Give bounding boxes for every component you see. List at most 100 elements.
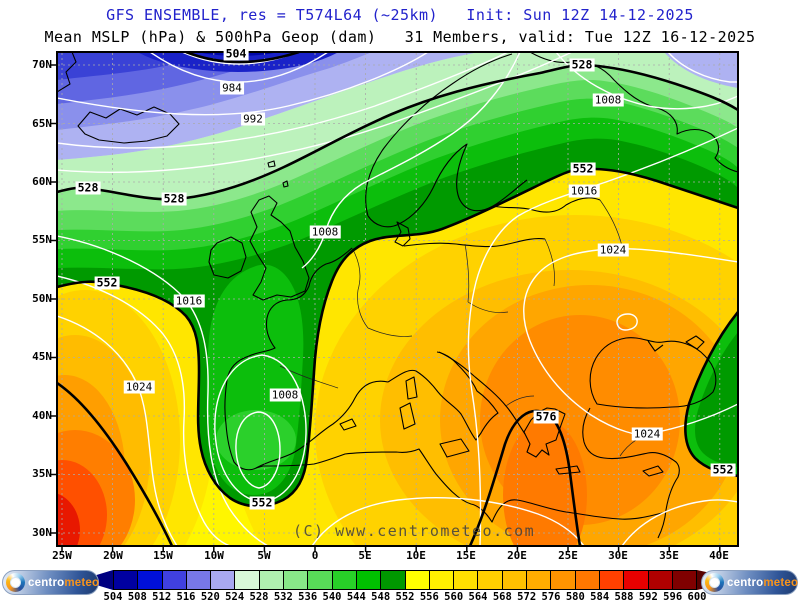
colorbar-cell [114,571,138,589]
colorbar-tick-600: 600 [687,591,707,600]
centrometeo-swirl-icon [6,573,25,592]
lon-label-40E: 40E [709,549,729,562]
isobar-contours [58,53,737,545]
contour-label-504: 504 [223,46,249,61]
colorbar-cell [574,571,599,589]
lon-label-10W: 10W [204,549,224,562]
contour-label-552: 552 [94,275,120,290]
lat-label-65N: 65N [32,117,52,130]
contour-label-552: 552 [249,495,275,510]
contour-label-1016: 1016 [568,184,600,198]
colorbar-tick-584: 584 [590,591,610,600]
contour-label-528: 528 [75,180,101,195]
colorbar-tick-540: 540 [322,591,342,600]
lon-label-0: 0 [311,549,319,562]
colorbar-cell [647,571,672,589]
contour-label-1008: 1008 [309,225,341,239]
colorbar-tick-560: 560 [444,591,464,600]
colorbar-cell [550,571,575,589]
colorbar-tick-536: 536 [298,591,318,600]
lat-label-60N: 60N [32,175,52,188]
colorbar-cell [234,571,259,589]
lat-label-40N: 40N [32,409,52,422]
colorbar-cell [161,571,186,589]
colorbar-tick-520: 520 [200,591,220,600]
colorbar-tick-504: 504 [103,591,123,600]
lon-label-10E: 10E [406,549,426,562]
map-frame [56,51,739,547]
contour-label-1024: 1024 [123,380,155,394]
lon-label-35E: 35E [659,549,679,562]
colorbar-cell [623,571,648,589]
colorbar-cell [598,571,624,589]
colorbar-cell [210,571,235,589]
lat-label-30N: 30N [32,526,52,539]
lon-label-15W: 15W [153,549,173,562]
lon-label-25E: 25E [558,549,578,562]
colorbar-tick-544: 544 [346,591,366,600]
colorbar-cell [185,571,211,589]
colorbar-cell [380,571,405,589]
lon-label-5W: 5W [257,549,271,562]
colorbar-tick-548: 548 [371,591,391,600]
colorbar [113,570,697,590]
colorbar-cell [501,571,527,589]
colorbar-cell [453,571,478,589]
contour-label-1008: 1008 [592,93,624,107]
contour-label-1024: 1024 [631,427,663,441]
lat-label-45N: 45N [32,350,52,363]
contour-label-552: 552 [710,462,736,477]
watermark: (C) www.centrometeo.com [293,522,536,540]
colorbar-cell [404,571,429,589]
colorbar-tick-556: 556 [419,591,439,600]
lat-label-55N: 55N [32,233,52,246]
logo-text-centro: centro [28,576,65,589]
colorbar-cell [526,571,551,589]
logo-text-centro: centro [727,576,764,589]
logo-text-meteo: meteo [763,576,799,589]
colorbar-tick-516: 516 [176,591,196,600]
colorbar-tick-524: 524 [225,591,245,600]
colorbar-tick-596: 596 [663,591,683,600]
colorbar-cell [428,571,454,589]
lon-label-25W: 25W [52,549,72,562]
contour-label-528: 528 [161,191,187,206]
colorbar-tick-576: 576 [541,591,561,600]
lat-label-35N: 35N [32,467,52,480]
colorbar-tick-580: 580 [565,591,585,600]
colorbar-tick-588: 588 [614,591,634,600]
centrometeo-swirl-icon [705,573,724,592]
colorbar-cell [355,571,381,589]
colorbar-cell [671,571,697,589]
colorbar-cell [331,571,356,589]
colorbar-tick-512: 512 [152,591,172,600]
contour-label-1024: 1024 [597,243,629,257]
lat-label-50N: 50N [32,292,52,305]
title-field-line: Mean MSLP (hPa) & 500hPa Geop (dam) 31 M… [44,28,756,46]
colorbar-cell [258,571,284,589]
contour-label-552: 552 [570,161,596,176]
colorbar-tick-564: 564 [468,591,488,600]
colorbar-cell [137,571,162,589]
logo-text-meteo: meteo [64,576,100,589]
grid-lines [58,53,737,545]
contour-label-1008: 1008 [269,388,301,402]
colorbar-tick-552: 552 [395,591,415,600]
centrometeo-logo-left[interactable]: centro meteo [2,570,99,595]
title-model-line: GFS ENSEMBLE, res = T574L64 (~25km) Init… [106,6,694,24]
lon-label-20E: 20E [507,549,527,562]
colorbar-tick-568: 568 [492,591,512,600]
colorbar-tick-572: 572 [517,591,537,600]
colorbar-cell [307,571,332,589]
colorbar-cell [283,571,308,589]
centrometeo-logo-right[interactable]: centro meteo [701,570,798,595]
colorbar-cell [477,571,502,589]
lon-label-5E: 5E [358,549,372,562]
lon-label-15E: 15E [456,549,476,562]
contour-label-992: 992 [241,112,265,126]
contour-label-984: 984 [220,81,244,95]
lon-label-20W: 20W [103,549,123,562]
